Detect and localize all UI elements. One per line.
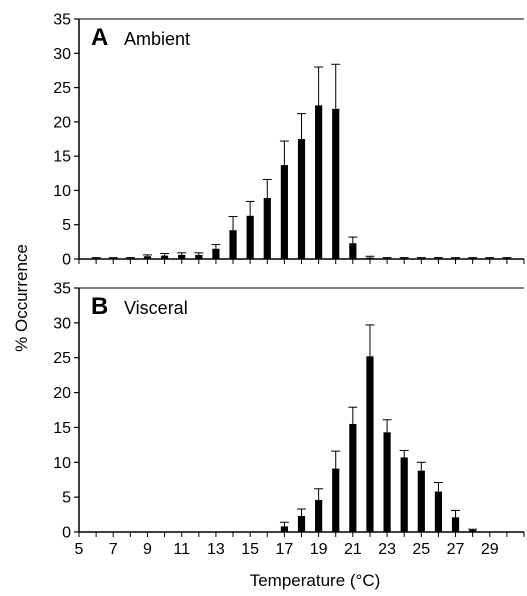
panel-a-bar [400, 258, 408, 259]
panel-b-y-tick-label: 5 [62, 490, 71, 507]
panel-b-x-tick-label: 7 [109, 541, 118, 558]
panel-b-x-tick-label: 5 [75, 541, 84, 558]
panel-a-y-tick-label: 25 [53, 80, 71, 97]
panel-a-bar [315, 105, 323, 260]
panel-a-y-tick-label: 30 [53, 46, 71, 63]
panel-a-bar [229, 230, 237, 259]
panel-b-bar [280, 526, 288, 532]
panel-b-title: Visceral [124, 298, 188, 318]
panel-b-letter: B [91, 293, 108, 320]
panel-b-bar [434, 491, 443, 532]
panel-b-bar [469, 529, 477, 532]
panel-a-bar [486, 258, 494, 259]
panel-a-bar [451, 258, 460, 259]
panel-a-bar [160, 255, 169, 259]
panel-a-y-tick-label: 0 [62, 252, 71, 269]
panel-b-x-tick-label: 11 [173, 541, 190, 558]
panel-b-bar [349, 423, 357, 532]
panel-a-bar [366, 257, 374, 259]
panel-b-x-tick-label: 13 [207, 541, 225, 558]
panel-a-bar [195, 254, 203, 259]
panel-b-bar [297, 515, 306, 532]
x-axis-title: Temperature (°C) [250, 571, 381, 590]
panel-b-y-tick-label: 30 [53, 315, 71, 332]
panel-a-bar [178, 254, 186, 259]
panel-b-bar [332, 468, 340, 532]
panel-b-bar [417, 470, 425, 532]
panel-a-bar [212, 248, 220, 259]
panel-b-x-tick-label: 19 [310, 541, 328, 558]
panel-a-bar [109, 258, 117, 259]
panel-b-bar [451, 517, 460, 532]
y-axis-title: % Occurrence [12, 244, 31, 352]
panel-b-x-tick-label: 9 [143, 541, 152, 558]
panel-b-x-tick-label: 21 [344, 541, 362, 558]
panel-a-letter: A [91, 24, 108, 51]
panel-a-bar [469, 258, 477, 259]
panel-a-bar [143, 256, 152, 259]
panel-b-y-tick-label: 15 [53, 420, 71, 437]
panel-a-bar [126, 258, 134, 259]
panel-a-bar [246, 215, 254, 259]
panel-a-title: Ambient [124, 29, 190, 49]
panel-b-bar [383, 432, 391, 532]
panel-b-x-tick-label: 15 [241, 541, 259, 558]
panel-b-y-tick-label: 20 [53, 385, 71, 402]
panel-a-bar [383, 258, 391, 259]
panel-a-bar [332, 108, 340, 259]
panel-b-bar [366, 356, 374, 532]
panel-a-bar [349, 243, 357, 259]
panel-a-bar [417, 258, 425, 259]
panel-a-ambient: 0 5 10 15 20 25 30 35 A Ambient [53, 12, 525, 269]
panel-a-y-tick-label: 15 [53, 149, 71, 166]
panel-b-y-tick-label: 35 [53, 281, 71, 298]
panel-a-bar [434, 258, 443, 259]
panel-a-y-tick-label: 20 [53, 114, 71, 131]
panel-b-x-tick-label: 17 [275, 541, 293, 558]
panel-b-y-tick-label: 10 [53, 455, 71, 472]
panel-a-bar [280, 165, 288, 259]
panel-b-y-tick-label: 25 [53, 350, 71, 367]
panel-b-x-tick-label: 29 [481, 541, 499, 558]
panel-b-x-tick-label: 27 [447, 541, 465, 558]
panel-b-y-tick-label: 0 [62, 525, 71, 542]
panel-a-bar [503, 258, 511, 259]
panel-a-bar [92, 258, 100, 259]
panel-b-x-tick-label: 23 [378, 541, 396, 558]
panel-a-y-tick-label: 5 [62, 217, 71, 234]
panel-a-y-tick-label: 35 [53, 12, 71, 29]
panel-a-bar [297, 139, 306, 259]
panel-a-y-tick-label: 10 [53, 183, 71, 200]
panel-b-x-tick-label: 25 [412, 541, 430, 558]
panel-b-bar [315, 499, 323, 532]
panel-b-bar [400, 457, 408, 532]
panel-a-bar [263, 197, 271, 259]
